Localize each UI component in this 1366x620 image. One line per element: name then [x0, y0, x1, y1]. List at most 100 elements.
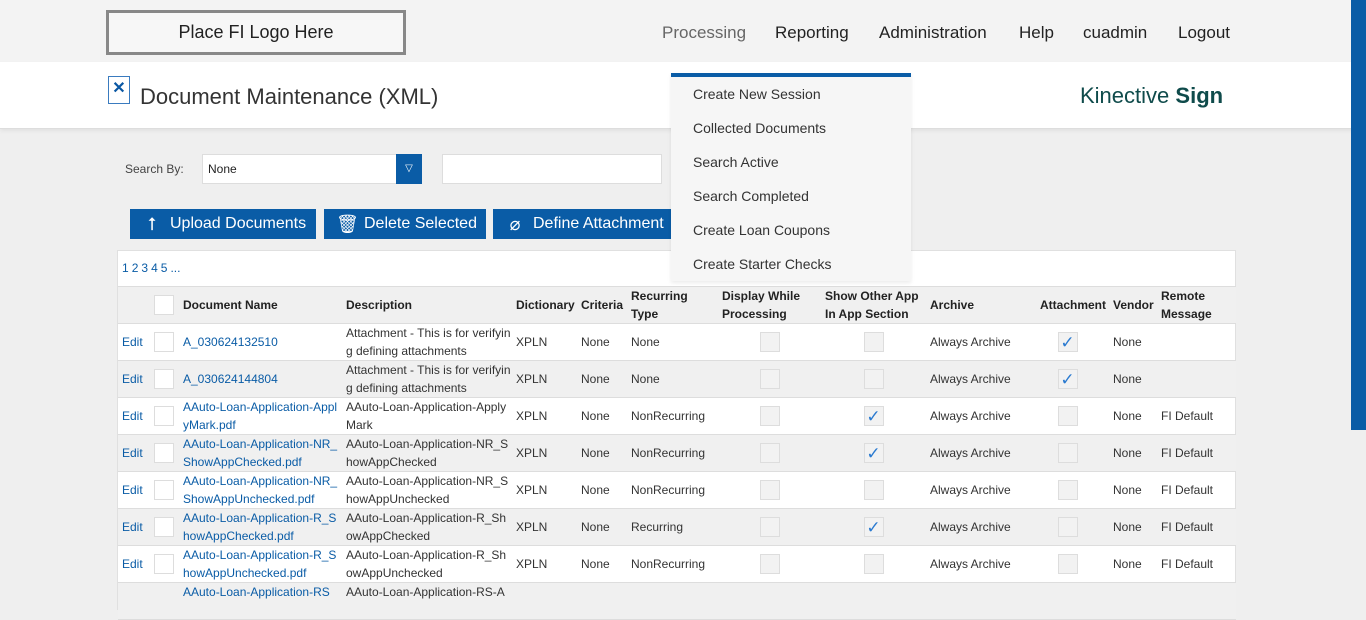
- column-header: Criteria: [577, 286, 627, 324]
- menu-search-active[interactable]: Search Active: [693, 154, 779, 170]
- processing-dropdown-menu: Create New Session Collected Documents S…: [671, 73, 911, 281]
- attachment-checkbox: [1057, 480, 1078, 500]
- edit-link[interactable]: Edit: [122, 335, 143, 349]
- page-link[interactable]: 5: [160, 261, 168, 275]
- show-other-app-checkbox: [863, 332, 884, 352]
- define-attachment-button[interactable]: ⌀ Define Attachment: [493, 209, 673, 239]
- edit-link[interactable]: Edit: [122, 409, 143, 423]
- nav-processing[interactable]: Processing: [662, 23, 747, 42]
- menu-create-new-session[interactable]: Create New Session: [693, 86, 821, 102]
- vendor-cell: None: [1109, 471, 1157, 509]
- recurring-type-cell: NonRecurring: [627, 471, 718, 509]
- edit-link[interactable]: Edit: [122, 483, 143, 497]
- menu-create-loan-coupons[interactable]: Create Loan Coupons: [693, 222, 830, 238]
- documents-table: Document Name Description Dictionary Criter…: [118, 286, 1236, 620]
- document-name-link[interactable]: AAuto-Loan-Application-R_ShowAppUnchecke…: [183, 548, 337, 580]
- attachment-checkbox: ✓: [1057, 332, 1078, 352]
- row-select-checkbox[interactable]: [154, 406, 174, 426]
- display-while-processing-checkbox: [759, 406, 780, 426]
- display-while-processing-checkbox: [759, 369, 780, 389]
- dictionary-cell: XPLN: [512, 397, 577, 435]
- table-row: Edit A_030624144804 Attachment - This is…: [118, 360, 1236, 398]
- archive-cell: Always Archive: [926, 360, 1036, 398]
- remote-message-cell: FI Default: [1157, 434, 1236, 472]
- document-name-link[interactable]: AAuto-Loan-Application-RS: [183, 585, 330, 599]
- vendor-cell: None: [1109, 323, 1157, 361]
- column-header: Attachment: [1036, 286, 1109, 324]
- search-by-value: None: [208, 162, 237, 176]
- document-tools-icon: ✕: [108, 76, 130, 104]
- nav-administration[interactable]: Administration: [879, 23, 987, 42]
- display-while-processing-checkbox: [759, 480, 780, 500]
- page-link[interactable]: 4: [151, 261, 158, 275]
- remote-message-cell: [1157, 323, 1236, 361]
- dictionary-cell: XPLN: [512, 360, 577, 398]
- nav-user[interactable]: cuadmin: [1083, 23, 1148, 42]
- upload-icon: ⭡: [147, 213, 157, 234]
- delete-selected-button[interactable]: 🗑 Delete Selected: [324, 209, 486, 239]
- select-all-checkbox[interactable]: [154, 295, 174, 315]
- row-select-checkbox[interactable]: [154, 443, 174, 463]
- column-header: [118, 286, 149, 324]
- chevron-down-icon[interactable]: ▽: [396, 154, 422, 184]
- criteria-cell: None: [577, 471, 627, 509]
- table-row: AAuto-Loan-Application-RS AAuto-Loan-App…: [118, 582, 1236, 620]
- recurring-type-cell: Recurring: [627, 508, 718, 546]
- column-header: Show Other App In App Section: [821, 286, 926, 324]
- vendor-cell: [1109, 582, 1157, 620]
- remote-message-cell: FI Default: [1157, 508, 1236, 546]
- archive-cell: Always Archive: [926, 323, 1036, 361]
- side-scroll-bar[interactable]: [1351, 0, 1366, 430]
- edit-link[interactable]: Edit: [122, 446, 143, 460]
- document-name-link[interactable]: AAuto-Loan-Application-ApplyMark.pdf: [183, 400, 338, 432]
- archive-cell: Always Archive: [926, 434, 1036, 472]
- dictionary-cell: XPLN: [512, 545, 577, 583]
- nav-logout[interactable]: Logout: [1178, 23, 1230, 42]
- column-header: Recurring Type: [627, 286, 718, 324]
- page-link[interactable]: 3: [141, 261, 149, 275]
- page-title: Document Maintenance (XML): [140, 84, 439, 109]
- menu-create-starter-checks[interactable]: Create Starter Checks: [693, 256, 832, 272]
- edit-link[interactable]: Edit: [122, 520, 143, 534]
- search-input[interactable]: [442, 154, 662, 184]
- remote-message-cell: FI Default: [1157, 545, 1236, 583]
- row-select-checkbox[interactable]: [154, 554, 174, 574]
- criteria-cell: None: [577, 545, 627, 583]
- column-header: [149, 286, 179, 324]
- menu-search-completed[interactable]: Search Completed: [693, 188, 809, 204]
- page-link-more[interactable]: ...: [170, 261, 181, 275]
- dictionary-cell: XPLN: [512, 508, 577, 546]
- display-while-processing-checkbox: [759, 517, 780, 537]
- show-other-app-checkbox: [863, 554, 884, 574]
- page-link[interactable]: 1: [122, 261, 129, 275]
- row-select-checkbox[interactable]: [154, 517, 174, 537]
- remote-message-cell: FI Default: [1157, 471, 1236, 509]
- criteria-cell: None: [577, 397, 627, 435]
- document-name-link[interactable]: AAuto-Loan-Application-NR_ShowAppUncheck…: [183, 474, 338, 506]
- menu-collected-documents[interactable]: Collected Documents: [693, 120, 827, 136]
- document-name-link[interactable]: A_030624132510: [183, 335, 278, 349]
- top-nav: Place FI Logo Here Processing Reporting …: [0, 0, 1366, 62]
- page-link[interactable]: 2: [131, 261, 139, 275]
- nav-help[interactable]: Help: [1019, 23, 1054, 42]
- row-select-checkbox[interactable]: [154, 332, 174, 352]
- edit-link[interactable]: Edit: [122, 372, 143, 386]
- description-cell: Attachment - This is for verifying defin…: [342, 360, 512, 398]
- edit-link[interactable]: Edit: [122, 557, 143, 571]
- upload-documents-button[interactable]: ⭡ Upload Documents: [130, 209, 316, 239]
- document-name-link[interactable]: AAuto-Loan-Application-NR_ShowAppChecked…: [183, 437, 338, 469]
- document-name-link[interactable]: AAuto-Loan-Application-R_ShowAppChecked.…: [183, 511, 337, 543]
- search-by-select[interactable]: None ▽: [202, 154, 422, 184]
- row-select-checkbox[interactable]: [154, 369, 174, 389]
- attachment-checkbox: [1057, 406, 1078, 426]
- vendor-cell: None: [1109, 397, 1157, 435]
- dictionary-cell: XPLN: [512, 323, 577, 361]
- display-while-processing-checkbox: [759, 332, 780, 352]
- nav-reporting[interactable]: Reporting: [775, 23, 849, 42]
- criteria-cell: None: [577, 508, 627, 546]
- vendor-cell: None: [1109, 508, 1157, 546]
- document-name-link[interactable]: A_030624144804: [183, 372, 278, 386]
- description-cell: AAuto-Loan-Application-NR_ShowAppChecked: [342, 434, 512, 472]
- row-select-checkbox[interactable]: [154, 480, 174, 500]
- criteria-cell: None: [577, 360, 627, 398]
